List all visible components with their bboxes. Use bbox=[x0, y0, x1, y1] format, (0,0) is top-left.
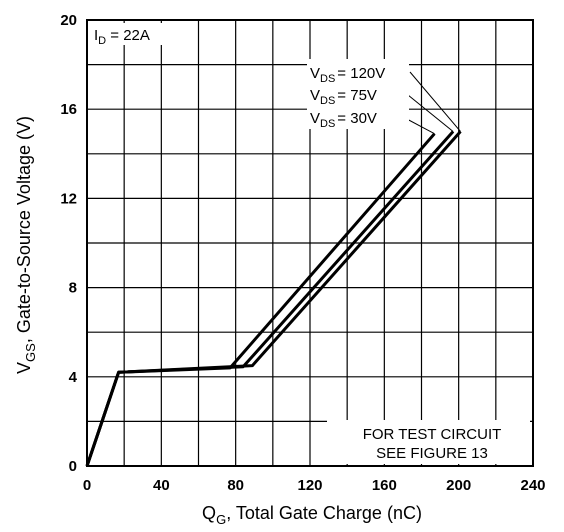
x-tick-label: 40 bbox=[153, 477, 170, 494]
x-axis-title-main: Q bbox=[202, 503, 216, 523]
legend-value-30v: = 30V bbox=[337, 110, 377, 127]
condition-label: ID = 22A bbox=[94, 27, 150, 47]
note-line-1: FOR TEST CIRCUIT bbox=[363, 426, 502, 443]
y-axis-title-sub: GS bbox=[23, 343, 38, 362]
legend-label-120v: VDS = 120V bbox=[310, 65, 385, 85]
condition-sub: D bbox=[98, 35, 106, 47]
y-axis-title-rest: , Gate-to-Source Voltage (V) bbox=[14, 116, 34, 343]
legend-leader-line bbox=[404, 117, 435, 135]
legend-prefix: V bbox=[310, 65, 320, 82]
series-group bbox=[85, 130, 462, 467]
y-tick-label: 8 bbox=[69, 280, 77, 297]
x-tick-label: 80 bbox=[227, 477, 244, 494]
note-bg bbox=[327, 420, 530, 464]
legend-sub: DS bbox=[320, 118, 335, 130]
y-tick-label: 12 bbox=[60, 190, 77, 207]
tick-labels: 0 40 80 120 160 200 240 0 4 8 12 16 20 bbox=[60, 12, 545, 494]
x-tick-label: 240 bbox=[520, 477, 545, 494]
series-line bbox=[85, 130, 462, 467]
legend-sub: DS bbox=[320, 73, 335, 85]
legend-prefix: V bbox=[310, 87, 320, 104]
legend-leaders bbox=[404, 71, 461, 135]
y-tick-label: 16 bbox=[60, 101, 77, 118]
legend-sub: DS bbox=[320, 95, 335, 107]
legend-label-75v: VDS = 75V bbox=[310, 87, 377, 107]
y-tick-label: 0 bbox=[69, 458, 77, 475]
legend-leader-line bbox=[407, 94, 454, 132]
x-tick-label: 120 bbox=[297, 477, 322, 494]
legend-label-30v: VDS = 30V bbox=[310, 110, 377, 130]
condition-main: I bbox=[94, 27, 98, 44]
series-line bbox=[85, 130, 455, 467]
condition-bg bbox=[90, 23, 182, 45]
legend-leader-line bbox=[409, 71, 461, 132]
legend-value-120v: = 120V bbox=[337, 65, 385, 82]
x-axis-title-rest: , Total Gate Charge (nC) bbox=[226, 503, 422, 523]
legend-prefix: V bbox=[310, 110, 320, 127]
x-tick-label: 0 bbox=[83, 477, 91, 494]
x-axis-title-sub: G bbox=[216, 512, 226, 527]
note-line-2: SEE FIGURE 13 bbox=[376, 445, 488, 462]
condition-rest: = 22A bbox=[106, 27, 150, 44]
x-axis-title: QG, Total Gate Charge (nC) bbox=[202, 503, 422, 527]
y-tick-label: 20 bbox=[60, 12, 77, 29]
plot-frame bbox=[86, 19, 534, 467]
x-tick-label: 200 bbox=[446, 477, 471, 494]
x-tick-label: 160 bbox=[372, 477, 397, 494]
legend-bg bbox=[307, 59, 409, 129]
y-tick-label: 4 bbox=[69, 369, 78, 386]
legend-value-75v: = 75V bbox=[337, 87, 377, 104]
y-axis-title-main: V bbox=[14, 362, 34, 374]
y-axis-title: VGS, Gate-to-Source Voltage (V) bbox=[14, 116, 38, 374]
series-line bbox=[85, 132, 436, 467]
